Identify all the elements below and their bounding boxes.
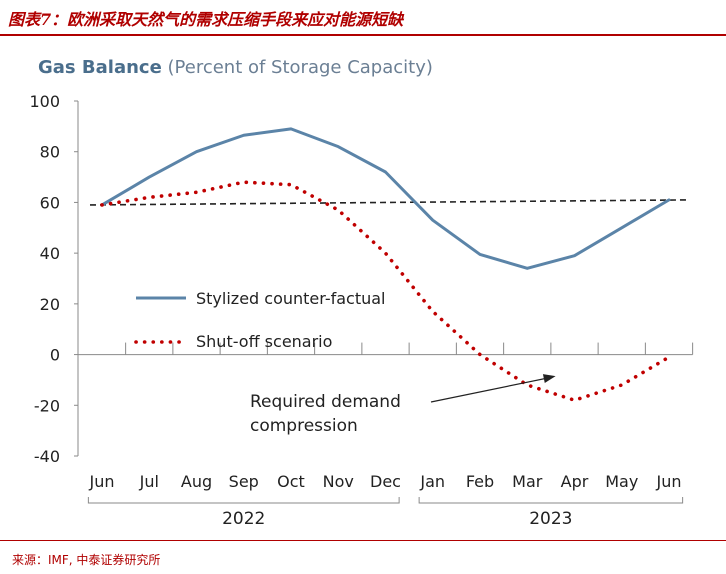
- annotation-label-line1: Required demand: [250, 392, 401, 412]
- y-tick-label: 60: [40, 193, 60, 212]
- chart-heading: Gas Balance (Percent of Storage Capacity…: [38, 57, 433, 78]
- y-tick-label: 80: [40, 143, 60, 162]
- y-tick-label: -20: [34, 396, 60, 415]
- y-tick-label: 0: [50, 346, 60, 365]
- y-tick-label: 40: [40, 244, 60, 263]
- y-tick-label: 20: [40, 295, 60, 314]
- year-bracket: [418, 497, 684, 504]
- footer-rule: [0, 540, 726, 541]
- x-tick-label: Sep: [229, 472, 259, 491]
- shutoff-series-line: [100, 180, 671, 403]
- x-tick-label: May: [605, 472, 638, 491]
- reference-line: [89, 199, 690, 206]
- figure-source: 来源：IMF, 中泰证券研究所: [12, 553, 161, 567]
- figure-header: 图表7：欧洲采取天然气的需求压缩手段来应对能源短缺: [0, 0, 726, 34]
- y-tick-label: -40: [34, 447, 60, 466]
- chart-title: Gas Balance: [38, 57, 162, 78]
- legend-label-counterfactual: Stylized counter-factual: [196, 289, 385, 308]
- x-tick-label: Mar: [512, 472, 543, 491]
- y-tick-label: 100: [29, 92, 60, 111]
- x-tick-label: Dec: [370, 472, 401, 491]
- legend-label-shutoff: Shut-off scenario: [196, 332, 332, 351]
- chart-subtitle: (Percent of Storage Capacity): [167, 57, 433, 78]
- x-tick-label: Jan: [419, 472, 445, 491]
- x-tick-label: Nov: [323, 472, 354, 491]
- x-tick-label: Aug: [181, 472, 212, 491]
- counterfactual-series-line: [100, 127, 671, 270]
- header-rule: [0, 34, 726, 36]
- x-tick-label: Jun: [656, 472, 682, 491]
- annotation-arrow-shaft: [430, 377, 550, 403]
- year-bracket: [87, 497, 400, 504]
- x-tick-label: Jul: [139, 472, 159, 491]
- year-label: 2023: [529, 509, 572, 529]
- figure-title: 图表7：欧洲采取天然气的需求压缩手段来应对能源短缺: [8, 10, 404, 29]
- year-label: 2022: [222, 509, 265, 529]
- x-tick-label: Jun: [89, 472, 115, 491]
- annotation-arrow-head: [542, 374, 556, 383]
- x-tick-label: Oct: [277, 472, 305, 491]
- x-tick-label: Apr: [561, 472, 589, 491]
- x-tick-label: Feb: [466, 472, 494, 491]
- annotation-label-line2: compression: [250, 416, 358, 436]
